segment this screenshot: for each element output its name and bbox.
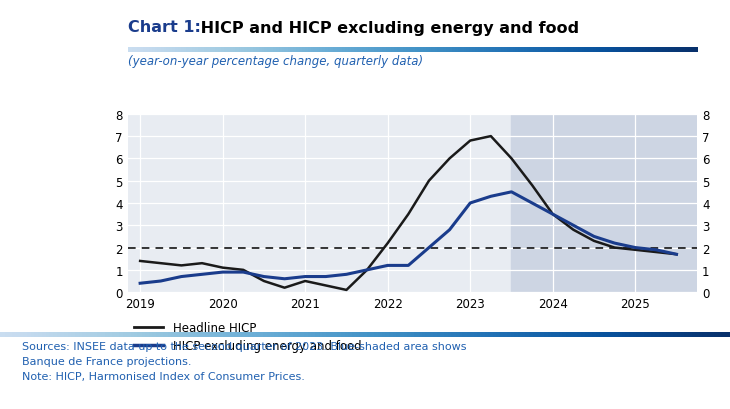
Text: Chart 1:: Chart 1: xyxy=(128,20,201,36)
Legend: Headline HICP, HICP excluding energy and food: Headline HICP, HICP excluding energy and… xyxy=(134,321,361,352)
Text: HICP and HICP excluding energy and food: HICP and HICP excluding energy and food xyxy=(195,20,579,36)
Text: Sources: INSEE data up to the second quarter of 2023. Blue-shaded area shows
Ban: Sources: INSEE data up to the second qua… xyxy=(22,342,466,381)
Text: (year-on-year percentage change, quarterly data): (year-on-year percentage change, quarter… xyxy=(128,55,423,68)
Bar xyxy=(512,115,697,292)
